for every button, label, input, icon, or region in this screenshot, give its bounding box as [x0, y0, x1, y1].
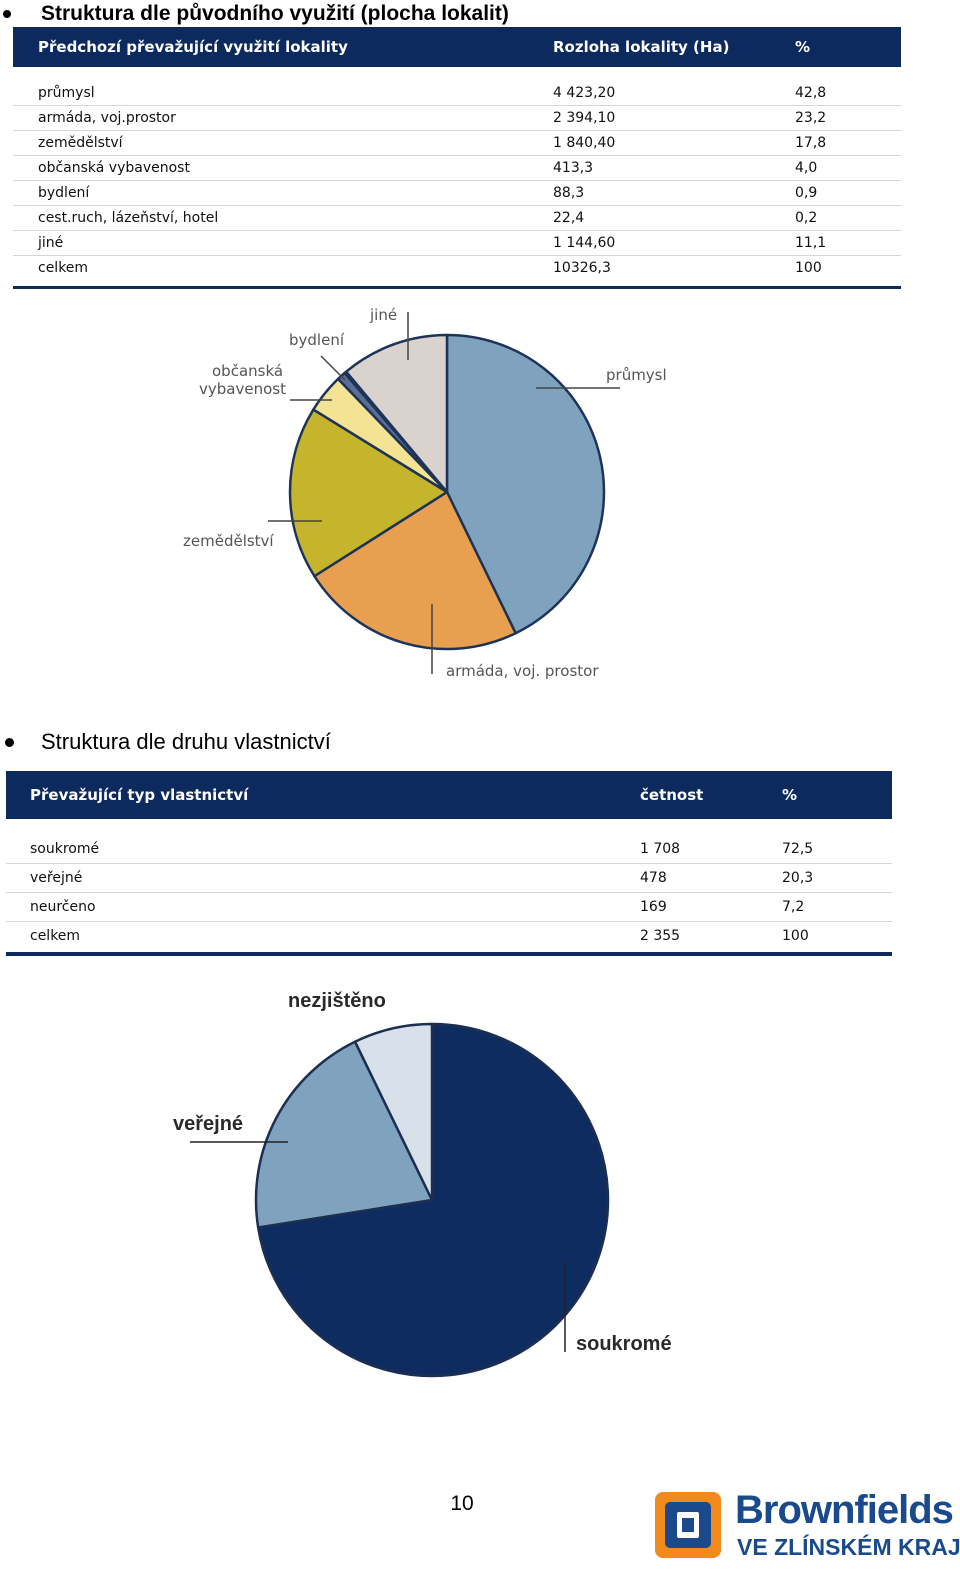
table-cell: 100 — [795, 260, 822, 276]
table-row: armáda, voj.prostor 2 394,10 23,2 — [13, 105, 901, 131]
table-cell: 169 — [640, 892, 782, 922]
table-cell: 42,8 — [795, 67, 901, 106]
table-cell: 72,5 — [782, 819, 892, 864]
table-row: průmysl 4 423,20 42,8 — [13, 67, 901, 106]
table-cell: 413,3 — [553, 155, 795, 181]
pie-label-obcanska-line2: vybavenost — [199, 380, 286, 398]
table-cell: průmysl — [13, 67, 553, 106]
pie-label-prumysl: průmysl — [606, 366, 667, 384]
bullet-icon — [5, 737, 14, 747]
ownership-table: Převažující typ vlastnictví četnost % so… — [6, 771, 892, 956]
ownership-pie-slice-2 — [353, 1022, 434, 1202]
table-row: zemědělství 1 840,40 17,8 — [13, 130, 901, 156]
table-row: celkem 2 355 100 — [6, 922, 892, 953]
table-row: bydlení 88,3 0,9 — [13, 180, 901, 206]
table-row: neurčeno 169 7,2 — [6, 892, 892, 922]
table-row: soukromé 1 708 72,5 — [6, 819, 892, 864]
table-header-row: Předchozí převažující využití lokality R… — [13, 27, 901, 67]
table-cell: 10326,3 — [553, 260, 611, 276]
table-cell: armáda, voj.prostor — [13, 105, 553, 131]
logo-text-line1: Brownfields — [735, 1488, 954, 1532]
pie-label-jine: jiné — [369, 306, 397, 324]
table-cell: občanská vybavenost — [13, 155, 553, 181]
original-use-pie-slice-1 — [313, 490, 517, 651]
logo-text-line2: VE ZLÍNSKÉM KRAJI — [737, 1534, 960, 1560]
brownfields-logo-icon — [655, 1492, 721, 1558]
pie-label-bydleni: bydlení — [289, 331, 345, 349]
original-use-pie-slice-2 — [288, 408, 449, 578]
pie-label-armada: armáda, voj. prostor — [446, 662, 599, 680]
pie-label-verejne: veřejné — [173, 1113, 243, 1135]
table-cell: 22,4 — [553, 205, 795, 231]
table-row: veřejné 478 20,3 — [6, 863, 892, 893]
table-bottom-rule — [13, 286, 901, 289]
table-cell: bydlení — [13, 180, 553, 206]
page-number: 10 — [450, 1492, 474, 1515]
table-cell: celkem — [38, 260, 89, 276]
table-cell: 17,8 — [795, 130, 901, 156]
table-cell: 2 394,10 — [553, 105, 795, 131]
table-cell: celkem — [30, 928, 81, 944]
table-cell: 1 840,40 — [553, 130, 795, 156]
column-header: Převažující typ vlastnictví — [6, 771, 640, 819]
table-cell: 7,2 — [782, 892, 892, 922]
table-cell: veřejné — [6, 863, 640, 893]
column-header: % — [795, 27, 901, 67]
original-use-table: Předchozí převažující využití lokality R… — [13, 27, 901, 289]
table-cell: cest.ruch, lázeňství, hotel — [13, 205, 553, 231]
table-cell: 1 144,60 — [553, 230, 795, 256]
ownership-pie-slice-1 — [254, 1040, 434, 1229]
brownfields-logo: Brownfields VE ZLÍNSKÉM KRAJI — [655, 1488, 960, 1562]
table-cell: 1 708 — [640, 819, 782, 864]
original-use-pie-slice-6 — [344, 333, 449, 494]
section-heading-ownership: Struktura dle druhu vlastnictví — [0, 727, 331, 757]
table-row: celkem 10326,3 100 — [13, 256, 901, 287]
table-cell: 11,1 — [795, 230, 901, 256]
column-header: % — [782, 771, 892, 819]
table-cell: 478 — [640, 863, 782, 893]
table-cell: 0,9 — [795, 180, 901, 206]
table-cell: 2 355 — [640, 928, 681, 944]
pie-label-soukrome: soukromé — [576, 1333, 672, 1355]
column-header: Rozloha lokality (Ha) — [553, 27, 795, 67]
table-cell: zemědělství — [13, 130, 553, 156]
pie-label-nezjisteno: nezjištěno — [288, 990, 386, 1012]
table-cell: 23,2 — [795, 105, 901, 131]
table-cell: jiné — [13, 230, 553, 256]
table-header-row: Převažující typ vlastnictví četnost % — [6, 771, 892, 819]
table-cell: soukromé — [6, 819, 640, 864]
table-cell: 100 — [782, 928, 809, 944]
pie-label-zemedelstvi: zemědělství — [183, 532, 274, 550]
original-use-pie-slice-0 — [445, 333, 606, 635]
section-heading-text: Struktura dle původního využití (plocha … — [41, 2, 509, 25]
pie-label-obcanska-line1: občanská — [212, 362, 283, 380]
table-row: občanská vybavenost 413,3 4,0 — [13, 155, 901, 181]
section-heading-original-use: Struktura dle původního využití (plocha … — [0, 0, 509, 28]
table-cell: 4 423,20 — [553, 67, 795, 106]
table-cell: 4,0 — [795, 155, 901, 181]
table-cell: 0,2 — [795, 205, 901, 231]
table-cell: neurčeno — [6, 892, 640, 922]
table-cell: 88,3 — [553, 180, 795, 206]
column-header: četnost — [640, 771, 782, 819]
column-header: Předchozí převažující využití lokality — [13, 27, 553, 67]
leader-line-bydleni — [320, 355, 346, 381]
table-row: jiné 1 144,60 11,1 — [13, 230, 901, 256]
table-bottom-rule — [6, 952, 892, 956]
section-heading-text: Struktura dle druhu vlastnictví — [41, 729, 331, 754]
table-row: cest.ruch, lázeňství, hotel 22,4 0,2 — [13, 205, 901, 231]
table-cell: 20,3 — [782, 863, 892, 893]
bullet-icon — [3, 10, 11, 18]
